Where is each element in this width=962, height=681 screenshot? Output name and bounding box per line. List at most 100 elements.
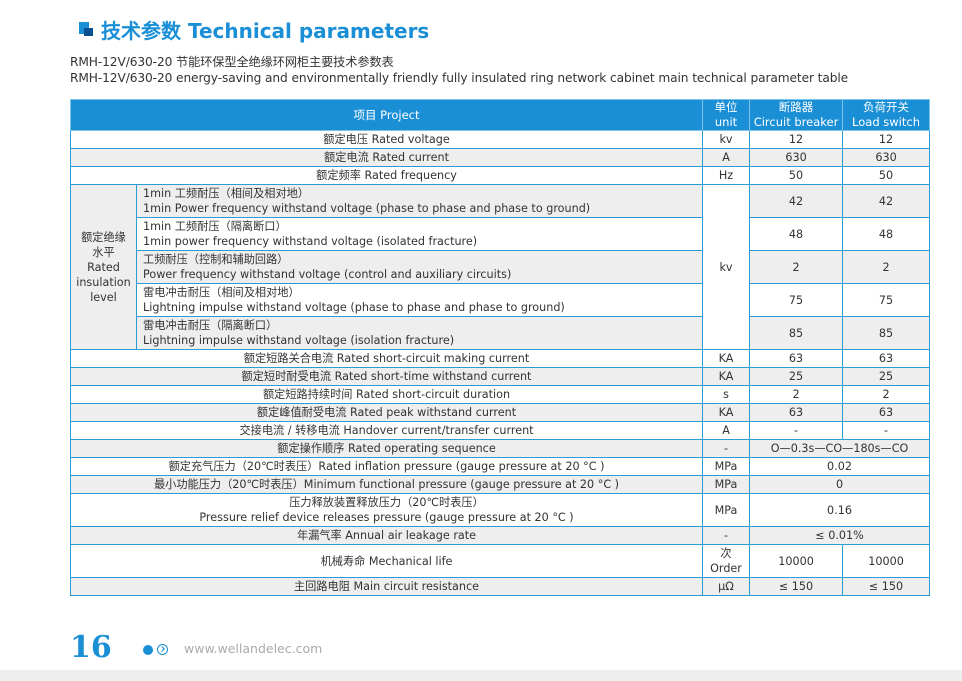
row-breaker-value: 25	[749, 367, 844, 386]
header-load-switch: 负荷开关 Load switch	[842, 99, 931, 131]
table-row: 雷电冲击耐压（相间及相对地） Lightning impulse withstan…	[71, 283, 931, 317]
section-heading: 技术参数 Technical parameters	[79, 14, 429, 44]
table-row: 额定短时耐受电流 Rated short-time withstand curr…	[69, 367, 931, 386]
row-breaker-value: 63	[749, 403, 844, 422]
header-circuit-breaker: 断路器 Circuit breaker	[749, 99, 844, 131]
insulation-group-label: 额定绝缘 水平 Rated insulation level	[70, 184, 137, 350]
website-url: www.wellandelec.com	[184, 641, 323, 656]
row-breaker-value: 2	[749, 385, 844, 404]
row-unit: s	[702, 385, 751, 404]
table-caption-cn: RMH-12V/630-20 节能环保型全绝缘环网柜主要技术参数表	[70, 55, 394, 69]
row-unit: MPa	[702, 475, 751, 494]
row-switch-value: ≤ 150	[842, 577, 931, 596]
row-switch-value: 63	[842, 349, 931, 368]
row-switch-value: 50	[842, 166, 931, 185]
row-breaker-value: -	[749, 421, 844, 440]
insulation-item: 1min 工频耐压（相间及相对地） 1min Power frequency wi…	[135, 184, 704, 218]
insulation-unit: kv	[702, 184, 751, 350]
row-switch-value: 75	[842, 283, 931, 317]
row-breaker-value: 48	[749, 217, 844, 251]
insulation-item: 工频耐压（控制和辅助回路） Power frequency withstand v…	[135, 250, 704, 284]
row-breaker-value: 10000	[749, 544, 844, 578]
row-unit: KA	[702, 349, 751, 368]
row-project: 额定电压 Rated voltage	[69, 130, 704, 149]
row-project: 额定电流 Rated current	[69, 148, 704, 167]
row-unit: Hz	[702, 166, 751, 185]
table-row: 交接电流 / 转移电流 Handover current/transfer cu…	[69, 421, 931, 440]
bullet-dot-icon	[143, 645, 153, 655]
row-project: 交接电流 / 转移电流 Handover current/transfer cu…	[69, 421, 704, 440]
table-row: 主回路电阻 Main circuit resistance μΩ ≤ 150 ≤…	[69, 577, 931, 596]
row-breaker-value: 2	[749, 250, 844, 284]
section-title: 技术参数 Technical parameters	[101, 18, 430, 43]
header-project: 项目 Project	[69, 99, 704, 131]
insulation-item: 雷电冲击耐压（相间及相对地） Lightning impulse withstan…	[135, 283, 704, 317]
row-switch-value: 48	[842, 217, 931, 251]
table-row: 1min 工频耐压（隔离断口） 1min power frequency with…	[71, 217, 931, 251]
row-merged-value: ≤ 0.01%	[749, 526, 931, 545]
row-switch-value: 85	[842, 316, 931, 350]
row-switch-value: 2	[842, 250, 931, 284]
table-row: 额定充气压力（20℃时表压）Rated inflation pressure (…	[69, 457, 931, 476]
table-row: 额定短路持续时间 Rated short-circuit duration s …	[69, 385, 931, 404]
bottom-band	[0, 670, 962, 681]
row-switch-value: 630	[842, 148, 931, 167]
parameter-table: 项目 Project 单位 unit 断路器 Circuit breaker 负荷开…	[69, 99, 931, 596]
table-row: 压力释放装置释放压力（20℃时表压） Pressure relief device…	[69, 493, 931, 527]
row-unit: KA	[702, 367, 751, 386]
row-project: 压力释放装置释放压力（20℃时表压） Pressure relief device…	[69, 493, 704, 527]
row-merged-value: 0.16	[749, 493, 931, 527]
row-unit: 次 Order	[702, 544, 751, 578]
table-row: 额定峰值耐受电流 Rated peak withstand current KA…	[69, 403, 931, 422]
page-number: 16	[70, 630, 112, 665]
row-project: 机械寿命 Mechanical life	[69, 544, 704, 578]
insulation-item: 雷电冲击耐压（隔离断口） Lightning impulse withstand …	[135, 316, 704, 350]
table-row: 额定绝缘 水平 Rated insulation level 1min 工频耐压…	[70, 184, 931, 350]
table-row: 额定操作顺序 Rated operating sequence - O—0.3s…	[69, 439, 931, 458]
row-unit: MPa	[702, 457, 751, 476]
row-project: 额定短路持续时间 Rated short-circuit duration	[69, 385, 704, 404]
row-unit: -	[702, 526, 751, 545]
row-switch-value: -	[842, 421, 931, 440]
row-breaker-value: 63	[749, 349, 844, 368]
row-project: 额定峰值耐受电流 Rated peak withstand current	[69, 403, 704, 422]
row-project: 年漏气率 Annual air leakage rate	[69, 526, 704, 545]
table-row: 最小功能压力（20℃时表压）Minimum functional pressur…	[69, 475, 931, 494]
row-merged-value: 0	[749, 475, 931, 494]
row-breaker-value: ≤ 150	[749, 577, 844, 596]
table-row: 额定电流 Rated current A 630 630	[69, 148, 931, 167]
table-row: 额定短路关合电流 Rated short-circuit making curr…	[69, 349, 931, 368]
row-unit: kv	[702, 130, 751, 149]
table-row: 额定电压 Rated voltage kv 12 12	[69, 130, 931, 149]
row-project: 额定充气压力（20℃时表压）Rated inflation pressure (…	[69, 457, 704, 476]
row-breaker-value: 75	[749, 283, 844, 317]
table-header-row: 项目 Project 单位 unit 断路器 Circuit breaker 负荷开…	[69, 99, 931, 131]
row-breaker-value: 50	[749, 166, 844, 185]
row-project: 额定操作顺序 Rated operating sequence	[69, 439, 704, 458]
table-row: 雷电冲击耐压（隔离断口） Lightning impulse withstand …	[71, 316, 931, 350]
row-switch-value: 25	[842, 367, 931, 386]
row-project: 主回路电阻 Main circuit resistance	[69, 577, 704, 596]
row-unit: MPa	[702, 493, 751, 527]
row-switch-value: 42	[842, 184, 931, 218]
row-switch-value: 2	[842, 385, 931, 404]
row-unit: μΩ	[702, 577, 751, 596]
header-unit: 单位 unit	[702, 99, 751, 131]
row-project: 额定短时耐受电流 Rated short-time withstand curr…	[69, 367, 704, 386]
row-project: 最小功能压力（20℃时表压）Minimum functional pressur…	[69, 475, 704, 494]
table-row: 年漏气率 Annual air leakage rate - ≤ 0.01%	[69, 526, 931, 545]
row-breaker-value: 630	[749, 148, 844, 167]
square-marker-icon	[79, 22, 93, 36]
row-switch-value: 63	[842, 403, 931, 422]
row-project: 额定频率 Rated frequency	[69, 166, 704, 185]
row-breaker-value: 12	[749, 130, 844, 149]
table-row: 机械寿命 Mechanical life 次 Order 10000 10000	[69, 544, 931, 578]
row-merged-value: O—0.3s—CO—180s—CO	[749, 439, 931, 458]
row-switch-value: 12	[842, 130, 931, 149]
table-caption-en: RMH-12V/630-20 energy-saving and environ…	[70, 71, 849, 85]
row-breaker-value: 85	[749, 316, 844, 350]
arrow-circle-icon	[157, 644, 168, 655]
row-project: 额定短路关合电流 Rated short-circuit making curr…	[69, 349, 704, 368]
row-switch-value: 10000	[842, 544, 931, 578]
insulation-item: 1min 工频耐压（隔离断口） 1min power frequency with…	[135, 217, 704, 251]
